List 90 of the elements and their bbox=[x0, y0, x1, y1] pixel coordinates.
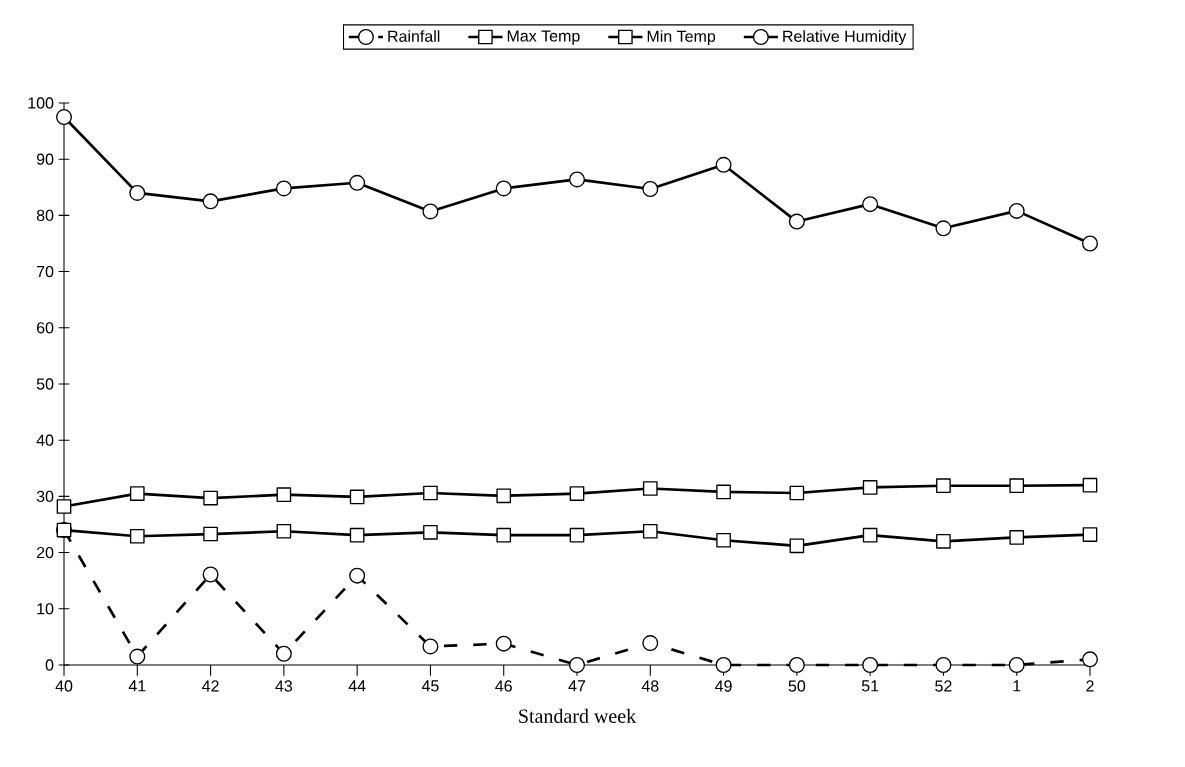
point bbox=[129, 486, 145, 501]
x-tick-label: 1 bbox=[1013, 680, 1021, 692]
x-tick-label: 51 bbox=[861, 680, 879, 692]
point bbox=[202, 193, 219, 210]
point bbox=[203, 490, 218, 506]
point bbox=[1008, 202, 1025, 219]
point bbox=[349, 567, 366, 584]
point bbox=[936, 478, 951, 494]
point bbox=[788, 656, 805, 673]
y-tick-label: 20 bbox=[36, 546, 54, 559]
point bbox=[1082, 527, 1098, 542]
point bbox=[422, 203, 439, 220]
point bbox=[349, 174, 366, 191]
point bbox=[56, 522, 72, 538]
x-tick-label: 47 bbox=[568, 680, 586, 692]
point bbox=[496, 488, 512, 504]
point bbox=[569, 171, 586, 188]
point bbox=[862, 527, 878, 543]
point bbox=[495, 635, 512, 652]
legend-label: Relative Humidity bbox=[783, 30, 907, 46]
point bbox=[202, 566, 219, 583]
point bbox=[715, 656, 732, 673]
point bbox=[129, 528, 145, 544]
point bbox=[1009, 530, 1025, 545]
point bbox=[642, 180, 659, 197]
point bbox=[789, 485, 805, 501]
point bbox=[276, 487, 292, 503]
y-tick-label: 0 bbox=[45, 659, 54, 671]
y-tick-label: 100 bbox=[28, 97, 54, 109]
y-tick-label: 90 bbox=[36, 153, 54, 165]
point bbox=[716, 532, 731, 548]
x-tick-label: 43 bbox=[275, 680, 293, 692]
y-tick-label: 40 bbox=[36, 434, 54, 446]
point bbox=[276, 523, 292, 539]
point bbox=[349, 527, 365, 543]
y-tick-label: 50 bbox=[36, 378, 54, 390]
point bbox=[715, 156, 732, 173]
point bbox=[422, 638, 439, 655]
x-tick-label: 49 bbox=[715, 680, 732, 692]
point bbox=[569, 486, 585, 501]
point bbox=[349, 489, 365, 505]
point bbox=[423, 525, 438, 540]
point bbox=[862, 196, 879, 213]
point bbox=[496, 527, 512, 543]
legend-label: Max Temp bbox=[507, 30, 580, 45]
point bbox=[423, 485, 438, 501]
y-tick-label: 60 bbox=[36, 322, 54, 334]
point bbox=[129, 184, 146, 201]
point bbox=[203, 526, 218, 542]
point bbox=[1009, 478, 1025, 494]
x-tick-label: 40 bbox=[55, 680, 73, 692]
point bbox=[129, 648, 146, 665]
point bbox=[788, 213, 805, 230]
point bbox=[935, 220, 952, 237]
x-tick-label: 50 bbox=[788, 680, 806, 692]
point bbox=[936, 534, 951, 549]
point bbox=[1082, 477, 1098, 493]
x-tick-label: 42 bbox=[202, 680, 219, 692]
point bbox=[789, 538, 805, 554]
y-tick-label: 80 bbox=[36, 209, 54, 222]
x-axis-title: Standard week bbox=[519, 708, 637, 723]
x-tick-label: 45 bbox=[421, 680, 439, 692]
point bbox=[642, 635, 659, 652]
point bbox=[642, 481, 658, 496]
y-tick-label: 70 bbox=[36, 265, 54, 278]
point bbox=[1008, 656, 1025, 673]
x-tick-label: 46 bbox=[495, 680, 512, 692]
y-tick-label: 10 bbox=[37, 603, 54, 615]
x-tick-label: 48 bbox=[641, 680, 659, 692]
point bbox=[275, 180, 292, 197]
legend-label: Min Temp bbox=[647, 30, 716, 46]
x-tick-label: 52 bbox=[935, 680, 952, 692]
point bbox=[716, 484, 731, 500]
point bbox=[1082, 235, 1098, 252]
point bbox=[56, 109, 73, 126]
x-tick-label: 44 bbox=[348, 680, 366, 692]
point bbox=[935, 656, 952, 673]
point bbox=[569, 527, 585, 543]
x-tick-label: 41 bbox=[128, 680, 146, 692]
point bbox=[56, 499, 72, 514]
point bbox=[862, 480, 878, 495]
point bbox=[1082, 651, 1098, 668]
point bbox=[569, 656, 586, 673]
x-tick-label: 2 bbox=[1086, 680, 1094, 692]
point bbox=[642, 523, 658, 539]
y-tick-label: 30 bbox=[36, 490, 54, 503]
point bbox=[275, 645, 292, 662]
point bbox=[862, 656, 879, 673]
point bbox=[495, 180, 512, 197]
legend-label: Rainfall bbox=[388, 30, 440, 42]
